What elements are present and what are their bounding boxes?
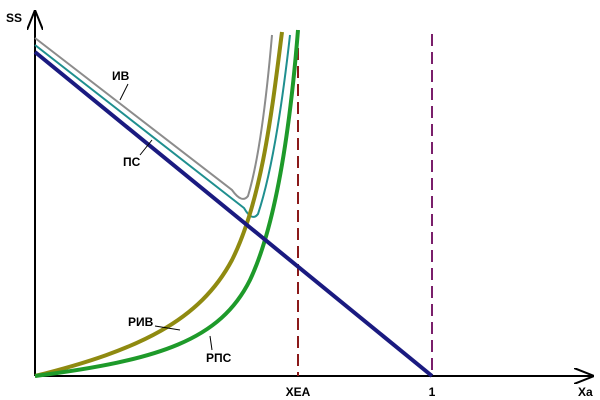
iv-curve bbox=[34, 34, 273, 200]
leader bbox=[209, 335, 213, 351]
ps-curve bbox=[34, 34, 291, 218]
leader bbox=[119, 83, 129, 101]
leader bbox=[154, 325, 181, 331]
balance-line bbox=[33, 50, 434, 378]
curve-label: РПС bbox=[206, 351, 232, 365]
x-mark: XEA bbox=[286, 385, 311, 399]
y-label: SS bbox=[6, 11, 22, 25]
x-label: Xa bbox=[578, 385, 593, 399]
rps-curve bbox=[34, 29, 300, 378]
riv-curve bbox=[34, 31, 284, 378]
curve-label: ПС bbox=[123, 155, 141, 169]
leader bbox=[139, 139, 153, 156]
curve-label: РИВ bbox=[128, 315, 154, 329]
curve-label: ИВ bbox=[112, 69, 130, 83]
x-mark: 1 bbox=[429, 385, 436, 399]
